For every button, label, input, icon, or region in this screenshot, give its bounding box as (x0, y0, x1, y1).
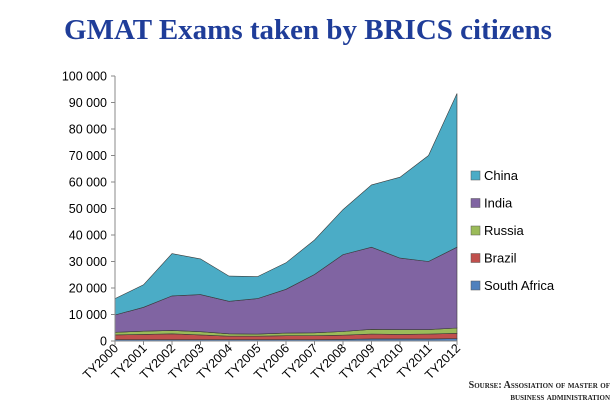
legend-label-china: China (484, 168, 519, 183)
source-line-2: business administration (510, 392, 610, 403)
y-tick-label: 90 000 (69, 96, 107, 110)
y-tick-label: 40 000 (69, 229, 107, 243)
legend-label-south-africa: South Africa (484, 278, 555, 293)
y-tick-label: 100 000 (62, 70, 107, 84)
y-tick-label: 80 000 (69, 123, 107, 137)
legend: China India Russia Brazil South Africa (470, 168, 555, 293)
y-tick-label: 0 (100, 335, 107, 349)
y-tick-label: 60 000 (69, 176, 107, 190)
legend-label-brazil: Brazil (484, 251, 517, 266)
y-tick-label: 50 000 (69, 202, 107, 216)
legend-swatch-brazil (470, 253, 481, 263)
source-note: Sourse: Assosiation of master of busines… (469, 380, 610, 404)
area-china (114, 93, 458, 316)
legend-swatch-russia (470, 225, 481, 236)
source-line-1: Sourse: Assosiation of master of (468, 380, 610, 391)
legend-swatch-south-africa (470, 280, 481, 291)
y-tick-label: 70 000 (69, 149, 107, 163)
chart-title: GMAT Exams taken by BRICS citizens (64, 14, 552, 46)
y-tick-label: 20 000 (69, 282, 107, 296)
y-tick-label: 10 000 (69, 308, 107, 322)
x-axis: TY2000TY2001TY2002TY2003TY2004TY2005TY20… (80, 340, 463, 382)
legend-swatch-india (470, 198, 481, 208)
y-tick-label: 30 000 (69, 255, 107, 269)
legend-label-russia: Russia (484, 223, 525, 238)
y-axis: 0 10 000 20 000 30 000 40 000 50 000 60 000 70 … (62, 70, 116, 349)
plot-area (114, 93, 458, 342)
legend-swatch-china (470, 170, 481, 181)
legend-label-india: India (484, 196, 513, 211)
